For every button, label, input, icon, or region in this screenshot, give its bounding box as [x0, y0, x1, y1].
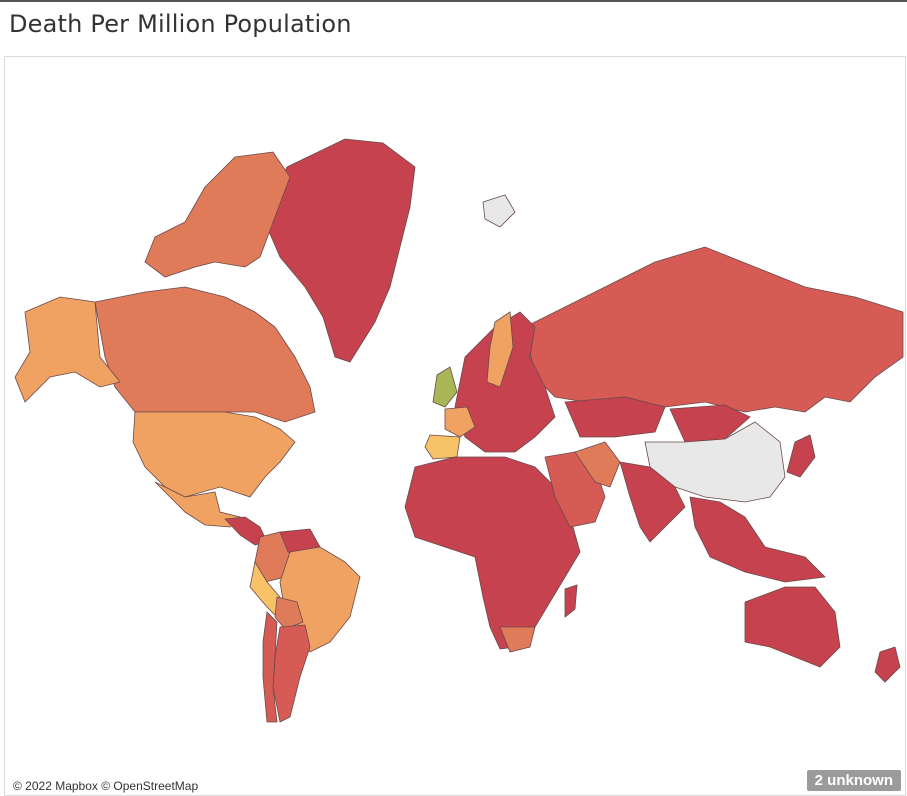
- region-france[interactable]: [444, 406, 476, 438]
- unknown-count-badge[interactable]: 2 unknown: [806, 770, 901, 791]
- region-south-africa[interactable]: [499, 626, 536, 653]
- map-view[interactable]: © 2022 Mapbox © OpenStreetMap 2 unknown: [4, 56, 906, 796]
- region-united-states[interactable]: [132, 411, 296, 498]
- region-new-zealand[interactable]: [874, 646, 901, 683]
- region-united-kingdom[interactable]: [432, 366, 458, 408]
- map-title: Death Per Million Population: [9, 10, 352, 38]
- region-sweden[interactable]: [486, 311, 514, 388]
- region-madagascar[interactable]: [564, 584, 578, 618]
- region-mongolia[interactable]: [669, 404, 751, 443]
- region-japan[interactable]: [786, 434, 816, 478]
- region-canada-arctic[interactable]: [144, 151, 291, 278]
- world-map[interactable]: [5, 57, 905, 795]
- region-chile[interactable]: [262, 611, 278, 723]
- top-rule: [0, 0, 907, 2]
- region-spain[interactable]: [424, 434, 461, 460]
- region-russia[interactable]: [524, 246, 904, 413]
- region-svalbard[interactable]: [482, 194, 516, 228]
- region-greenland[interactable]: [266, 138, 416, 363]
- region-europe[interactable]: [454, 311, 556, 453]
- region-canada[interactable]: [94, 286, 316, 423]
- region-kazakhstan[interactable]: [564, 396, 666, 438]
- map-attribution[interactable]: © 2022 Mapbox © OpenStreetMap: [11, 779, 201, 793]
- region-alaska[interactable]: [14, 296, 121, 403]
- region-india[interactable]: [619, 461, 686, 543]
- region-australia[interactable]: [744, 586, 841, 668]
- region-southeast-asia[interactable]: [689, 496, 826, 583]
- region-iran[interactable]: [574, 441, 621, 488]
- region-argentina[interactable]: [272, 624, 311, 723]
